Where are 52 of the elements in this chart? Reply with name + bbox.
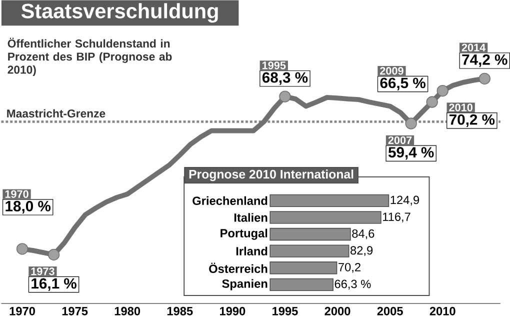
bar <box>270 261 338 274</box>
text: 2009 <box>380 66 404 75</box>
x-tick-label: 1970 <box>10 306 35 316</box>
point <box>48 248 60 260</box>
y-tick-label: Italien <box>234 213 268 222</box>
point <box>426 96 438 108</box>
data-label: 124,9 <box>390 196 420 206</box>
x-tick-label: 1990 <box>220 306 246 316</box>
point <box>279 90 291 102</box>
data-label: 16,1 % <box>32 278 76 291</box>
text: 1973 <box>31 267 54 276</box>
data-label: 18,0 % <box>6 200 51 214</box>
bar <box>270 228 351 241</box>
x-tick-label: 1985 <box>167 306 193 316</box>
bar <box>270 278 334 291</box>
point <box>16 243 28 255</box>
data-label: 84,6 <box>352 229 374 240</box>
data-label: 59,4 % <box>388 146 434 160</box>
x-tick-label: 2010 <box>430 306 456 316</box>
data-label: 70,2 % <box>449 114 495 127</box>
data-label: 66,5 % <box>380 78 426 90</box>
point <box>405 118 417 130</box>
bar <box>270 211 382 224</box>
bar <box>270 244 350 258</box>
data-label: 70,2 <box>338 262 360 273</box>
point <box>478 72 490 84</box>
data-label: 68,3 % <box>262 72 308 85</box>
bar <box>270 194 390 207</box>
x-tick-label: 1975 <box>62 306 88 316</box>
x-tick-label: 1995 <box>272 306 298 316</box>
chart-title: Prognose 2010 International <box>189 169 354 182</box>
annotation: 2007 <box>388 136 412 144</box>
annotation: 1970 <box>5 190 28 198</box>
chart-title: Staatsverschuldung <box>21 3 218 23</box>
data-label: 116,7 <box>383 212 410 222</box>
y-tick-label: Griechenland <box>192 196 268 205</box>
annotation: 2010 <box>449 104 472 112</box>
y-tick-label: Österreich <box>209 262 268 273</box>
text: 2014 <box>462 44 486 52</box>
y-tick-label: Spanien <box>222 279 268 290</box>
y-tick-label: Portugal <box>220 228 268 240</box>
x-tick-label: 1980 <box>114 306 140 316</box>
data-label: 82,9 <box>350 246 373 256</box>
ref-line-label: Maastricht-Grenze <box>7 109 106 118</box>
text: 1995 <box>262 62 286 70</box>
data-label: 74,2 % <box>462 54 508 67</box>
data-label: 66,3 % <box>334 280 371 290</box>
y-tick-label: Irland <box>236 246 268 256</box>
x-tick-label: 2000 <box>324 306 350 316</box>
x-tick-label: 2005 <box>377 306 403 316</box>
chart-subtitle: Öffentlicher Schuldenstand in Prozent des BIP (Prognose ab 2010) <box>8 38 172 76</box>
point <box>436 84 448 97</box>
